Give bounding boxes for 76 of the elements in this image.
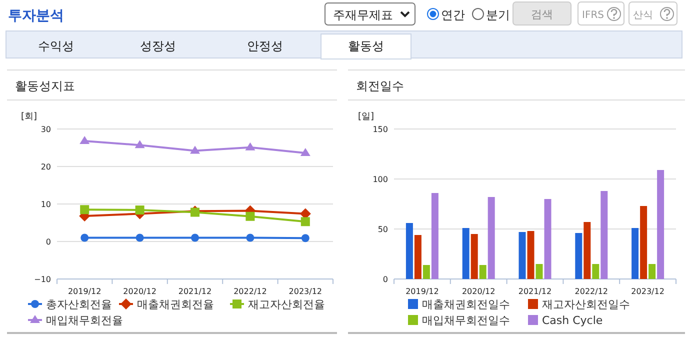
- x-tick-label: 2019/12: [406, 287, 439, 296]
- bar: [657, 170, 664, 279]
- legend-label: 매입채무회전율: [46, 314, 123, 327]
- bar: [462, 228, 470, 279]
- control-radio: 분기: [472, 8, 510, 22]
- bar: [527, 231, 534, 279]
- bar: [632, 228, 639, 279]
- text: 성장성: [140, 39, 176, 53]
- y-axis-title: [일]: [358, 112, 374, 122]
- bar: [479, 265, 486, 279]
- point: [246, 234, 254, 242]
- point: [190, 146, 200, 154]
- bar: [414, 235, 422, 279]
- control-button: 검색: [512, 2, 572, 26]
- x-tick-label: 2019/12: [68, 287, 102, 296]
- bar: [575, 233, 582, 279]
- bar: [518, 232, 526, 279]
- chart-title: 활동성지표: [15, 79, 75, 93]
- x-tick-label: 2023/12: [631, 287, 664, 296]
- point: [80, 136, 90, 144]
- bar: [648, 264, 656, 279]
- point: [245, 142, 256, 150]
- y-tick-label: 0: [382, 275, 388, 284]
- legend-label: 재고자산회전일수: [542, 298, 630, 311]
- control-radio: 연간: [427, 8, 465, 22]
- chart-title: 회전일수: [356, 79, 404, 93]
- y-tick-label: 20: [40, 162, 51, 172]
- text: 수익성: [38, 39, 74, 53]
- legend-label: 매입채무회전일수: [422, 314, 510, 327]
- x-tick-label: 2020/12: [123, 287, 156, 296]
- point: [80, 234, 89, 242]
- y-axis-title: [회]: [21, 112, 38, 122]
- text: 안정성: [247, 39, 283, 53]
- bar: [422, 265, 430, 279]
- bar: [431, 193, 438, 279]
- x-tick-label: 2022/12: [574, 287, 608, 296]
- x-tick-label: 2021/12: [178, 287, 212, 296]
- bar: [600, 191, 608, 279]
- y-tick-label: 30: [40, 125, 51, 134]
- legend-label: Cash Cycle: [542, 314, 603, 327]
- point: [300, 217, 310, 226]
- point: [136, 234, 144, 242]
- legend-label: 매출채권회전율: [137, 298, 214, 311]
- legend-label: 총자산회전율: [46, 298, 112, 311]
- point: [300, 148, 310, 156]
- y-tick-label: 100: [372, 175, 388, 184]
- text: 투자분석: [8, 8, 64, 24]
- bar: [488, 197, 495, 279]
- y-tick-label: 10: [40, 200, 51, 209]
- bar: [544, 199, 552, 279]
- x-tick-label: 2023/12: [288, 287, 322, 296]
- bar: [536, 264, 543, 279]
- y-tick-label: −10: [34, 275, 51, 284]
- x-tick-label: 2021/12: [518, 287, 552, 296]
- control-select: 주재무제표: [324, 2, 416, 26]
- bar: [640, 206, 648, 279]
- bar: [406, 223, 413, 279]
- legend-label: 재고자산회전율: [248, 298, 325, 311]
- bar: [470, 234, 478, 279]
- y-tick-label: 50: [378, 225, 388, 234]
- x-tick-label: 2022/12: [234, 287, 267, 296]
- point: [135, 206, 144, 214]
- point: [301, 234, 310, 242]
- point: [134, 140, 145, 148]
- y-tick-label: 150: [372, 125, 388, 134]
- legend-label: 매출채권회전일수: [422, 298, 510, 311]
- point: [80, 205, 90, 214]
- point: [191, 234, 199, 242]
- control-help: 산식: [628, 2, 678, 26]
- control-help: IFRS: [578, 2, 624, 26]
- text: 활동성: [348, 39, 384, 53]
- bar: [592, 264, 600, 279]
- point: [246, 212, 255, 221]
- bar: [584, 222, 591, 279]
- x-tick-label: 2020/12: [462, 287, 496, 296]
- y-tick-label: 0: [46, 238, 51, 246]
